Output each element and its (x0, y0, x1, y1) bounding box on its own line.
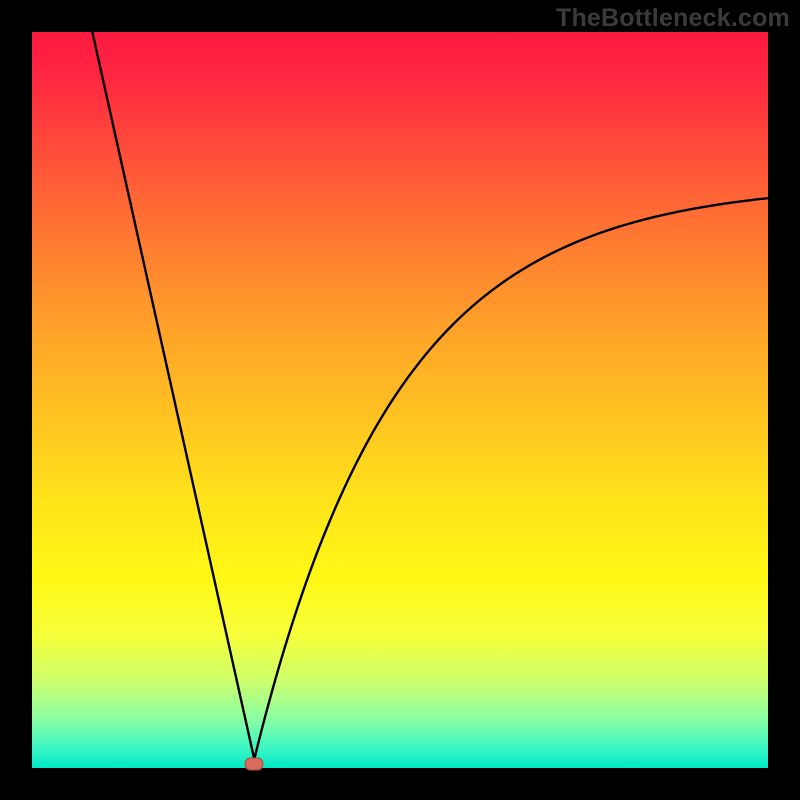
bottleneck-curve (32, 32, 768, 768)
watermark-text: TheBottleneck.com (556, 4, 790, 33)
optimum-marker (245, 757, 264, 770)
chart-canvas: TheBottleneck.com (0, 0, 800, 800)
plot-area (32, 32, 768, 768)
curve-path (92, 32, 768, 759)
